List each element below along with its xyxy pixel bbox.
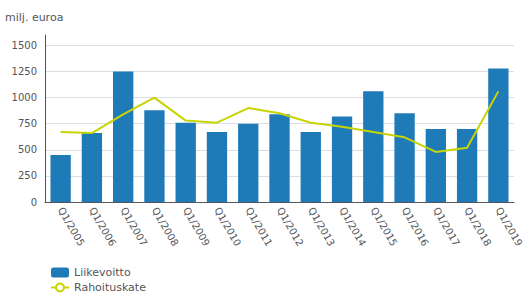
- svg-text:1500: 1500: [12, 40, 37, 51]
- svg-text:Q1/2006: Q1/2006: [87, 205, 118, 248]
- svg-text:Q1/2018: Q1/2018: [462, 205, 493, 248]
- svg-text:Q1/2013: Q1/2013: [306, 205, 337, 248]
- svg-text:Q1/2010: Q1/2010: [212, 205, 243, 248]
- svg-text:Q1/2009: Q1/2009: [181, 205, 212, 248]
- svg-text:500: 500: [18, 144, 37, 155]
- svg-text:Q1/2011: Q1/2011: [243, 205, 274, 248]
- svg-text:Rahoituskate: Rahoituskate: [74, 281, 146, 294]
- svg-text:Liikevoitto: Liikevoitto: [74, 266, 131, 279]
- svg-text:Q1/2019: Q1/2019: [494, 205, 525, 248]
- svg-text:Q1/2016: Q1/2016: [400, 205, 431, 248]
- svg-text:Q1/2014: Q1/2014: [337, 205, 368, 248]
- svg-text:Q1/2015: Q1/2015: [369, 205, 400, 248]
- svg-text:Q1/2017: Q1/2017: [431, 205, 462, 248]
- svg-text:Q1/2007: Q1/2007: [118, 205, 149, 248]
- svg-text:750: 750: [18, 118, 37, 129]
- svg-text:250: 250: [18, 170, 37, 181]
- svg-text:Q1/2005: Q1/2005: [56, 205, 87, 248]
- svg-text:1000: 1000: [12, 92, 37, 103]
- svg-text:Q1/2008: Q1/2008: [150, 205, 181, 248]
- svg-text:milj. euroa: milj. euroa: [5, 11, 63, 24]
- svg-text:Q1/2012: Q1/2012: [275, 205, 306, 248]
- svg-text:1250: 1250: [12, 66, 37, 77]
- svg-text:0: 0: [31, 197, 37, 208]
